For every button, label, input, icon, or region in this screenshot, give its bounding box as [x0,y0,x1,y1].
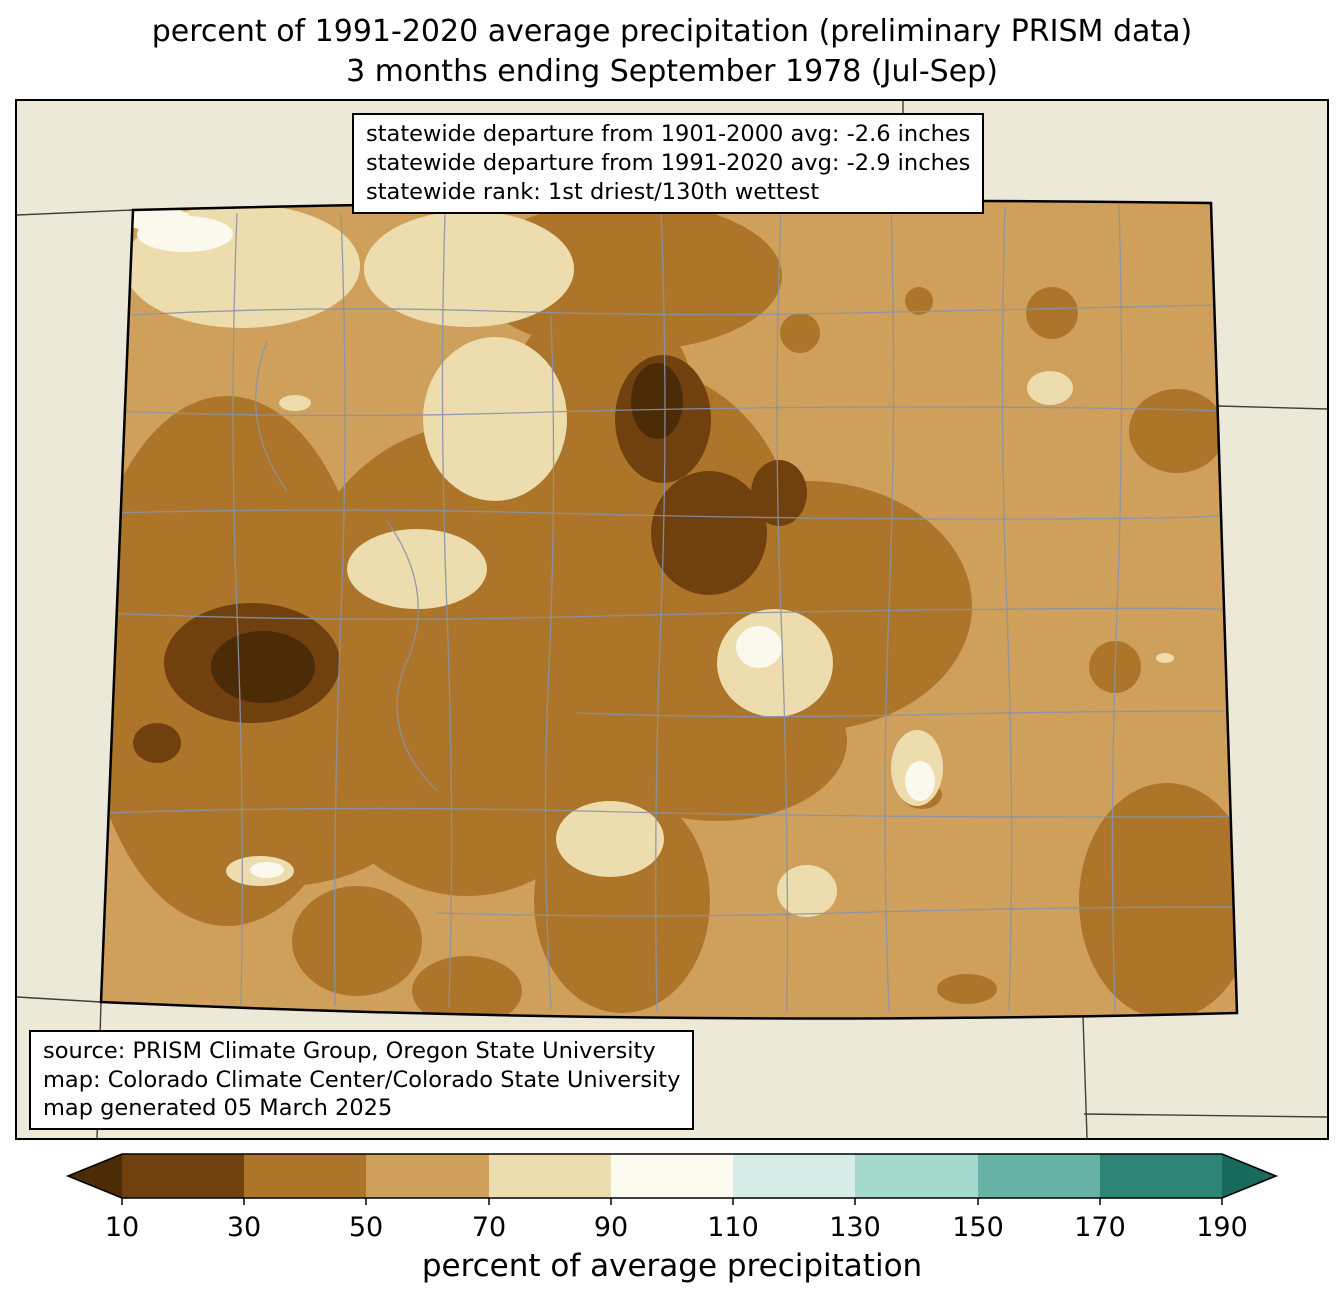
title-line-2: 3 months ending September 1978 (Jul-Sep) [346,53,998,89]
colorbar-seg-70-90 [489,1154,612,1199]
colorbar-seg-50-70 [366,1154,490,1199]
colorbar-seg-90-110 [611,1154,734,1199]
tick-50: 50 [349,1212,383,1243]
county-lines [102,205,1237,1014]
precip-90-110-regions [123,207,935,879]
title-line-1: percent of 1991-2020 average precipitati… [151,14,1193,49]
colorbar-ticklabels: 10 30 50 70 90 110 130 150 170 190 [105,1212,1248,1243]
tick-190: 190 [1196,1212,1248,1243]
colorado-precip-map [17,101,1327,1139]
precip-lt-10-regions [211,363,683,704]
tick-30: 30 [227,1212,261,1243]
colorbar-tickmarks [121,1198,1223,1206]
colorbar-label: percent of average precipitation [421,1248,923,1285]
figure-title: percent of 1991-2020 average precipitati… [0,0,1344,91]
stats-line-2: statewide departure from 1991-2020 avg: … [366,149,971,176]
colorbar-arrow-low [68,1154,122,1199]
source-line-3: map generated 05 March 2025 [43,1095,393,1122]
colorbar-segments [122,1154,1222,1199]
source-box: source: PRISM Climate Group, Oregon Stat… [29,1029,695,1131]
tick-70: 70 [472,1212,506,1243]
source-line-2: map: Colorado Climate Center/Colorado St… [43,1066,681,1093]
tick-10: 10 [105,1212,139,1243]
tick-150: 150 [952,1212,1004,1243]
tick-110: 110 [707,1212,759,1243]
colorbar-arrow-high [1222,1154,1276,1199]
colorbar-seg-10-30 [122,1154,245,1199]
tick-90: 90 [594,1212,628,1243]
tick-170: 170 [1074,1212,1126,1243]
stats-line-3: statewide rank: 1st driest/130th wettest [366,178,820,205]
colorbar-seg-130-150 [855,1154,979,1199]
stats-line-1: statewide departure from 1901-2000 avg: … [366,121,971,148]
colorbar-seg-150-170 [978,1154,1101,1199]
colorbar-seg-110-130 [733,1154,856,1199]
source-line-1: source: PRISM Climate Group, Oregon Stat… [43,1037,656,1064]
colorbar: 10 30 50 70 90 110 130 150 170 190 [0,1148,1344,1248]
colorbar-seg-170-190 [1100,1154,1222,1199]
stats-box: statewide departure from 1901-2000 avg: … [352,113,985,214]
map-panel: statewide departure from 1901-2000 avg: … [15,99,1329,1141]
colorbar-seg-30-50 [244,1154,367,1199]
tick-130: 130 [829,1212,881,1243]
colorbar-svg: 10 30 50 70 90 110 130 150 170 190 [65,1153,1279,1243]
